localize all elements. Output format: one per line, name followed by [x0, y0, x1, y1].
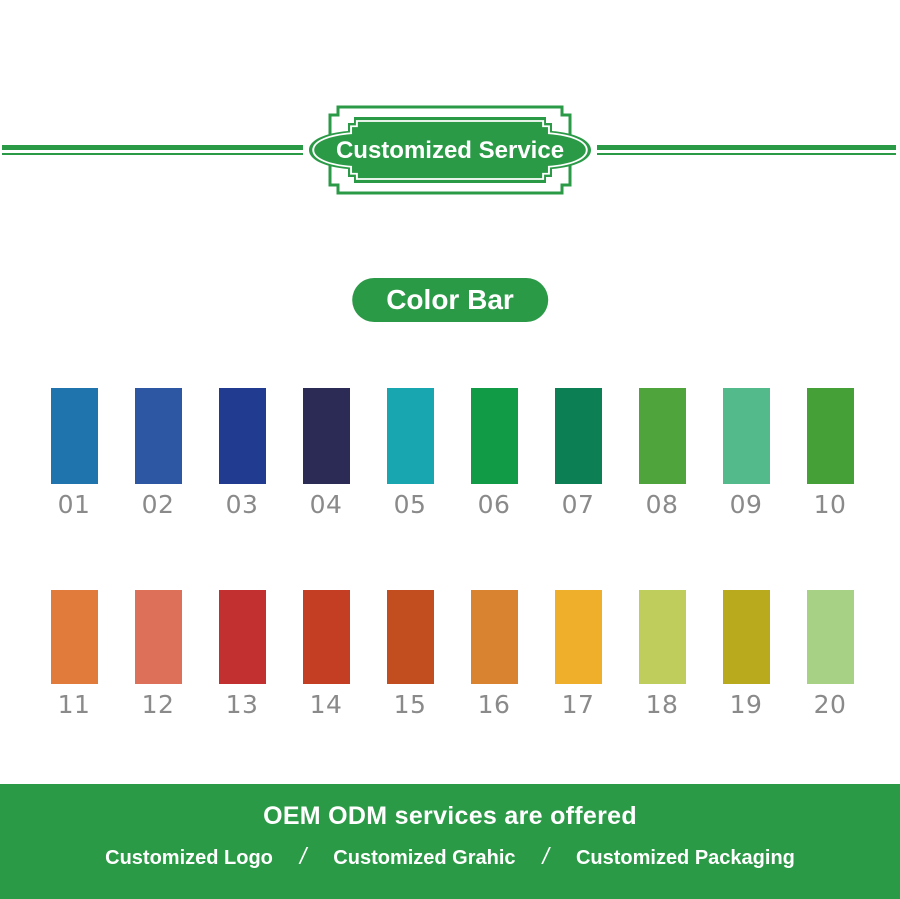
swatch-item-11: 11 [50, 590, 98, 719]
swatch-item-15: 15 [386, 590, 434, 719]
swatch-label: 12 [141, 690, 175, 719]
badge-title: Customized Service [336, 137, 564, 164]
color-row-top: 01 02 03 04 05 06 07 08 09 10 [2, 388, 900, 519]
color-swatch [218, 590, 266, 684]
color-swatch [470, 388, 518, 484]
color-swatch [386, 388, 434, 484]
swatch-label: 03 [225, 490, 259, 519]
color-swatch [638, 388, 686, 484]
color-swatch [134, 590, 182, 684]
swatch-item-19: 19 [722, 590, 770, 719]
swatch-label: 20 [813, 690, 847, 719]
color-swatch [302, 590, 350, 684]
swatch-label: 01 [57, 490, 91, 519]
swatch-label: 05 [393, 490, 427, 519]
swatch-item-14: 14 [302, 590, 350, 719]
swatch-label: 13 [225, 690, 259, 719]
color-row-bottom: 11 12 13 14 15 16 17 18 19 20 [2, 590, 900, 719]
color-swatch [134, 388, 182, 484]
swatch-label: 11 [57, 690, 91, 719]
color-swatch [722, 388, 770, 484]
swatch-item-07: 07 [554, 388, 602, 519]
color-swatch [554, 590, 602, 684]
swatch-item-20: 20 [806, 590, 854, 719]
color-swatch [638, 590, 686, 684]
color-swatch [218, 388, 266, 484]
footer-service-label: Customized Logo [105, 847, 273, 869]
color-bar-badge: Color Bar [352, 278, 548, 322]
swatch-label: 19 [729, 690, 763, 719]
swatch-label: 15 [393, 690, 427, 719]
customized-service-badge: Customized Service [303, 98, 597, 202]
swatch-item-10: 10 [806, 388, 854, 519]
swatch-item-16: 16 [470, 590, 518, 719]
swatch-label: 04 [309, 490, 343, 519]
swatch-label: 10 [813, 490, 847, 519]
footer-banner: OEM ODM services are offered Customized … [0, 784, 900, 899]
color-swatch [722, 590, 770, 684]
swatch-label: 08 [645, 490, 679, 519]
color-swatch [806, 388, 854, 484]
swatch-item-12: 12 [134, 590, 182, 719]
swatch-label: 17 [561, 690, 595, 719]
badge-panel [309, 117, 591, 183]
color-swatch [50, 590, 98, 684]
color-swatch [470, 590, 518, 684]
swatch-label: 02 [141, 490, 175, 519]
footer-services: Customized Logo / Customized Grahic / Custom… [0, 843, 900, 872]
color-swatch [806, 590, 854, 684]
swatch-item-08: 08 [638, 388, 686, 519]
color-swatch [386, 590, 434, 684]
swatch-label: 16 [477, 690, 511, 719]
swatch-item-06: 06 [470, 388, 518, 519]
badge-graphic: Customized Service [303, 98, 597, 202]
footer-service-label: Customized Grahic [333, 847, 516, 869]
swatch-item-04: 04 [302, 388, 350, 519]
swatch-label: 06 [477, 490, 511, 519]
footer-service-label: Customized Packaging [575, 847, 795, 869]
badge-outer-frame [328, 105, 572, 195]
separator-slash: / [542, 843, 549, 869]
swatch-label: 18 [645, 690, 679, 719]
color-swatch [50, 388, 98, 484]
swatch-item-17: 17 [554, 590, 602, 719]
swatch-item-05: 05 [386, 388, 434, 519]
swatch-item-02: 02 [134, 388, 182, 519]
color-swatch [302, 388, 350, 484]
swatch-label: 09 [729, 490, 763, 519]
swatch-label: 07 [561, 490, 595, 519]
swatch-item-03: 03 [218, 388, 266, 519]
footer-title: OEM ODM services are offered [263, 802, 637, 830]
swatch-item-13: 13 [218, 590, 266, 719]
badge-inner-outline [312, 120, 588, 180]
color-swatch [554, 388, 602, 484]
swatch-item-01: 01 [50, 388, 98, 519]
separator-slash: / [299, 843, 307, 869]
swatch-item-18: 18 [638, 590, 686, 719]
swatch-label: 14 [309, 690, 343, 719]
swatch-item-09: 09 [722, 388, 770, 519]
